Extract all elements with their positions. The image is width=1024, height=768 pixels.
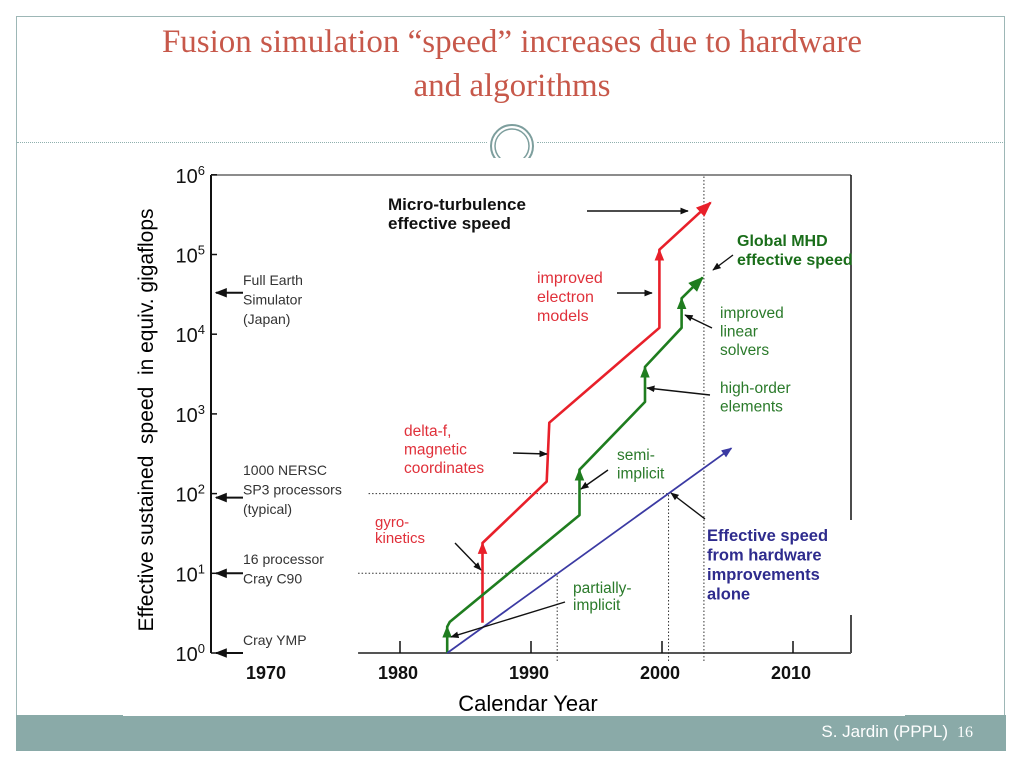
annotation-label: effective speed <box>737 252 853 269</box>
slide-frame <box>16 16 1005 751</box>
machine-marker-label: SP3 processors <box>243 482 342 498</box>
annotation-label: alone <box>707 586 750 604</box>
annotation-arrow <box>712 254 734 271</box>
machine-marker-label: Cray YMP <box>243 632 307 648</box>
annotation-label: implicit <box>617 466 665 483</box>
annotation-arrow <box>512 450 548 458</box>
x-tick-label-axis-break: 1970 <box>246 663 286 683</box>
title-divider-left <box>17 142 487 143</box>
annotation-label: from hardware <box>707 547 822 565</box>
y-axis-title: Effective sustained speed in equiv. giga… <box>135 209 158 632</box>
series-line-hardware-alone <box>446 447 733 654</box>
annotation-label: Global MHD <box>737 233 828 250</box>
annotation-label: magnetic <box>404 442 467 459</box>
y-tick-label: 102 <box>176 482 205 507</box>
footer-author: S. Jardin (PPPL) <box>821 722 948 741</box>
annotation-label: coordinates <box>404 460 484 477</box>
y-tick-label: 100 <box>176 641 205 666</box>
x-tick-label: 2010 <box>771 663 811 683</box>
machine-marker-label: 1000 NERSC <box>243 462 327 478</box>
annotation-label: improved <box>537 270 603 287</box>
annotation-arrow <box>646 385 711 396</box>
annotation-arrow <box>670 492 706 520</box>
annotation-label: linear <box>720 324 758 341</box>
machine-marker-label: Cray C90 <box>243 571 302 587</box>
x-tick-label: 2000 <box>640 663 680 683</box>
chart-axes: 100 101 102 103 104 105 106 1980 1990 2000 2010 197… <box>176 163 852 683</box>
annotation-hardware-alone: Effective speed from hardwareimprovements… <box>670 492 828 604</box>
annotation-label: gyro- <box>375 514 409 531</box>
annotation-label: improvements <box>707 566 820 584</box>
annotation-global-mhd: Global MHD effective speed <box>712 233 853 271</box>
y-tick-label: 101 <box>176 561 205 586</box>
annotation-arrow <box>454 542 482 571</box>
annotation-label: kinetics <box>375 530 425 547</box>
annotation-label: high-order <box>720 380 791 397</box>
annotation-label: delta-f, <box>404 423 451 440</box>
annotation-label: partially- <box>573 580 632 597</box>
annotations: Full Earth Simulator (Japan) 1000 NERSC SP3 … <box>214 195 853 658</box>
annotation-label: electron <box>537 289 594 306</box>
y-tick-label: 106 <box>176 163 205 188</box>
y-tick-label: 103 <box>176 402 205 427</box>
annotation-label: effective speed <box>388 214 511 233</box>
x-tick-label: 1990 <box>509 663 549 683</box>
annotation-label: Micro-turbulence <box>388 195 526 214</box>
annotation-label: Effective speed <box>707 527 828 545</box>
annotation-label: solvers <box>720 342 769 359</box>
series-lines <box>442 201 733 654</box>
annotation-arrow <box>450 601 566 638</box>
footer-bar <box>16 715 1006 751</box>
reference-lines <box>358 174 705 661</box>
x-tick-label: 1980 <box>378 663 418 683</box>
title-divider-right <box>537 142 1005 143</box>
annotation-label: models <box>537 308 589 325</box>
annotation-label: improved <box>720 305 784 322</box>
slide-title-line-1: Fusion simulation “speed” increases due … <box>161 24 863 60</box>
slide-title-line-2: and algorithms <box>413 68 611 104</box>
machine-marker-label: Full Earth <box>243 272 303 288</box>
annotation-arrow <box>684 314 713 329</box>
slide-title: Fusion simulation “speed” increases due … <box>40 20 984 108</box>
annotation-gyro-kinetics: gyro-kinetics <box>375 514 482 571</box>
machine-marker-label: (typical) <box>243 501 292 517</box>
machine-marker-label: 16 processor <box>243 551 324 567</box>
annotation-label: elements <box>720 399 783 416</box>
annotation-arrow <box>580 469 609 490</box>
annotation-high-order-elements: high-order elements <box>646 380 791 416</box>
series-line-global-mhd <box>445 276 704 653</box>
annotation-label: semi- <box>617 447 655 464</box>
machine-marker-label: (Japan) <box>243 311 290 327</box>
series-line-micro-turbulence <box>481 201 712 623</box>
page-number: 16 <box>957 724 973 741</box>
annotation-improved-electron-models: improved electron models <box>537 270 653 325</box>
machine-marker-label: Simulator <box>243 292 302 308</box>
annotation-semi-implicit: semi-implicit <box>580 447 665 490</box>
annotation-label: implicit <box>573 597 621 614</box>
x-axis-title: Calendar Year <box>458 691 597 716</box>
chart-image-background <box>123 158 905 716</box>
y-tick-label: 105 <box>176 243 205 268</box>
y-tick-label: 104 <box>176 322 205 347</box>
annotation-partially-implicit: partially-implicit <box>450 580 632 638</box>
